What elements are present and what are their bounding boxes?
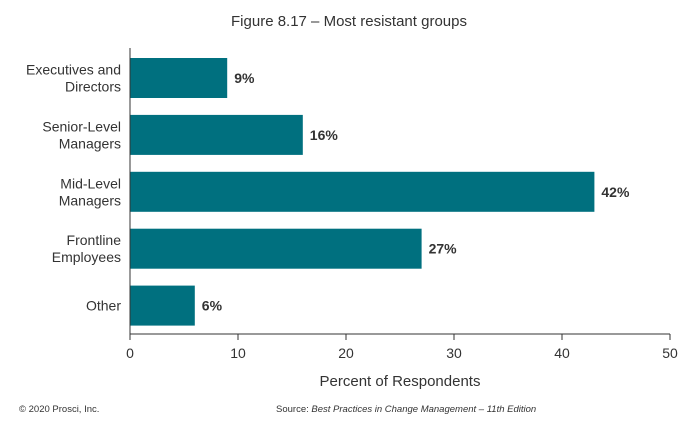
copyright-notice: © 2020 Prosci, Inc. bbox=[19, 404, 100, 415]
bar-3 bbox=[130, 228, 422, 269]
x-axis-title: Percent of Respondents bbox=[320, 373, 481, 390]
x-tick-label-3: 30 bbox=[446, 345, 462, 361]
bar-1 bbox=[130, 114, 303, 155]
value-label-0: 9% bbox=[234, 70, 255, 86]
value-label-4: 6% bbox=[202, 298, 223, 314]
x-tick-label-1: 10 bbox=[230, 345, 246, 361]
source-prefix: Source: bbox=[276, 404, 312, 415]
x-tick-label-2: 20 bbox=[338, 345, 354, 361]
x-tick-label-4: 40 bbox=[554, 345, 570, 361]
category-label-2: Mid-Level Managers bbox=[59, 175, 121, 208]
category-label-0: Executives and Directors bbox=[26, 62, 121, 95]
chart-title: Figure 8.17 – Most resistant groups bbox=[231, 13, 467, 30]
bar-2 bbox=[130, 171, 595, 212]
axes-group: 0 10 20 30 40 50 bbox=[126, 48, 678, 361]
value-label-2: 42% bbox=[601, 184, 630, 200]
bar-0 bbox=[130, 58, 228, 98]
x-tick-label-0: 0 bbox=[126, 345, 134, 361]
bars-group: 9% Executives and Directors 16% Senior-Level… bbox=[26, 58, 630, 326]
category-label-3: Frontline Employees bbox=[52, 232, 121, 265]
category-label-1: Senior-Level Managers bbox=[42, 118, 121, 151]
source-note: Source: Best Practices in Change Managem… bbox=[276, 404, 536, 415]
bar-4 bbox=[130, 285, 195, 326]
category-label-4: Other bbox=[86, 298, 121, 314]
value-label-1: 16% bbox=[310, 127, 339, 143]
value-label-3: 27% bbox=[429, 241, 458, 257]
x-tick-label-5: 50 bbox=[662, 345, 678, 361]
source-title: Best Practices in Change Management – 11… bbox=[311, 404, 537, 415]
